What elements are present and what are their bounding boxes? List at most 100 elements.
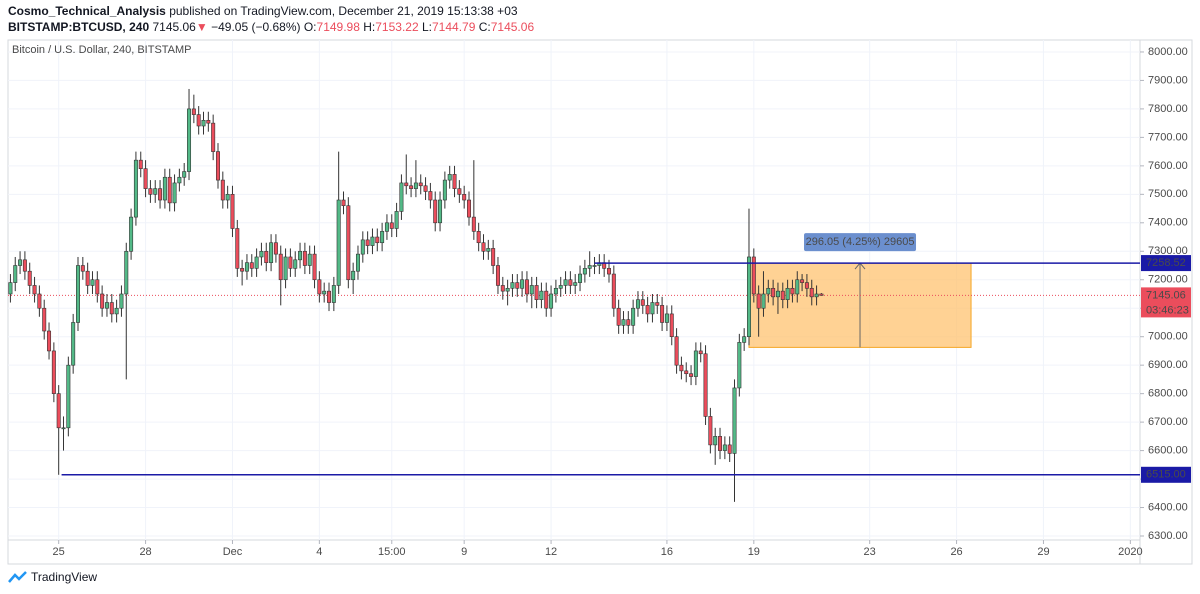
candle-body — [674, 336, 679, 366]
candle-body — [61, 427, 66, 430]
candle-body — [438, 199, 443, 224]
chart: 6300.006400.006500.006600.006700.006800.… — [7, 39, 1193, 565]
candle-body — [621, 319, 626, 326]
candle-body — [640, 299, 645, 306]
candle-body — [471, 216, 476, 232]
candle-body — [351, 270, 356, 281]
candle-body — [370, 236, 375, 246]
arrow: ▼ — [195, 20, 208, 34]
candle-body — [664, 313, 669, 323]
candle-body — [143, 168, 148, 189]
candle-body — [42, 307, 47, 332]
candle-body — [505, 287, 510, 292]
frame — [7, 39, 1193, 565]
candle-body — [148, 188, 153, 195]
candle-body — [418, 182, 423, 187]
candle-body — [302, 250, 307, 266]
candle-body — [27, 270, 32, 286]
candle-body — [635, 299, 640, 309]
candle-body — [447, 174, 452, 181]
candle-body — [365, 239, 370, 246]
brand[interactable]: TradingView — [31, 570, 98, 584]
candle-body — [718, 436, 723, 451]
candle-body — [486, 248, 491, 252]
measure-label: 296.05 (4.25%) 29605 — [806, 236, 915, 248]
candle-body — [442, 179, 447, 201]
ohlc-value: 7145.06 — [490, 20, 535, 34]
x-tick-label: 26 — [950, 546, 962, 558]
candle-body — [809, 287, 814, 298]
candle-body — [158, 188, 163, 201]
candle-body — [693, 350, 698, 377]
candle-body — [524, 279, 529, 295]
candle-body — [534, 285, 539, 300]
measure-tooltip — [804, 233, 917, 252]
candle-body — [814, 293, 819, 298]
candle-body — [722, 444, 727, 451]
candle-body — [553, 287, 558, 295]
logo — [8, 571, 27, 583]
candle-body — [327, 290, 332, 303]
candle-body — [761, 293, 766, 309]
header: Cosmo_Technical_Analysis published on Tr… — [8, 3, 534, 35]
candle-body — [592, 265, 597, 267]
candle-body — [13, 265, 18, 283]
author[interactable]: Cosmo_Technical_Analysis — [8, 4, 166, 18]
y-tick-label: 6800.00 — [1148, 388, 1188, 400]
candle-body — [423, 185, 428, 192]
candle-body — [669, 313, 674, 337]
candle-body — [539, 290, 544, 300]
candle-body — [433, 199, 438, 224]
candle-body — [37, 293, 42, 309]
candle-body — [244, 262, 249, 272]
candle-body — [452, 174, 457, 189]
y-tick-label: 6900.00 — [1148, 359, 1188, 371]
candle-body — [32, 285, 37, 295]
published: published on TradingView.com, December 2… — [169, 4, 518, 18]
candle-body — [563, 279, 568, 286]
candle-body — [100, 293, 105, 309]
candle-body — [457, 188, 462, 195]
candle-body — [336, 199, 341, 286]
candle-body — [795, 279, 800, 295]
candle-body — [462, 194, 467, 201]
level-label: 6515.00 — [1146, 469, 1186, 481]
candle-body — [114, 307, 119, 315]
candle-body — [481, 242, 486, 252]
candle-body — [133, 159, 138, 218]
candle-body — [206, 119, 211, 124]
candle-body — [785, 287, 790, 300]
candle-body — [215, 151, 220, 181]
candle-body — [172, 182, 177, 204]
level-tag — [1141, 466, 1191, 483]
x-tick-label: 19 — [748, 546, 760, 558]
candle-body — [71, 322, 76, 366]
candle-body — [558, 285, 563, 289]
header-line: BITSTAMP:BTCUSD, 240 7145.06▼ −49.05 (−0… — [8, 19, 534, 35]
candle-body — [293, 259, 298, 269]
ohlc-value: 7149.98 — [316, 20, 360, 34]
candle-body — [679, 364, 684, 372]
candle-body — [631, 307, 636, 326]
x-tick-label: 2020 — [1118, 546, 1142, 558]
candle-body — [746, 256, 751, 337]
candle-body — [8, 282, 13, 295]
candle-body — [573, 282, 578, 286]
candle-body — [182, 171, 187, 178]
candle-body — [689, 373, 694, 377]
candle-body — [549, 293, 554, 309]
ohlc-label: O: — [303, 20, 317, 34]
ohlc-label: H: — [363, 20, 376, 34]
candle-body — [520, 279, 525, 289]
candle-body — [153, 188, 158, 195]
y-tick-label: 8000.00 — [1148, 46, 1188, 58]
candle-body — [167, 176, 172, 204]
candle-body — [428, 191, 433, 201]
last: 7145.06 — [152, 20, 196, 34]
y-tick-label: 6600.00 — [1148, 444, 1188, 456]
candle-body — [413, 182, 418, 189]
candle-body — [80, 265, 85, 272]
candle-body — [278, 253, 283, 281]
candle-body — [529, 285, 534, 295]
candle-body — [187, 108, 192, 172]
